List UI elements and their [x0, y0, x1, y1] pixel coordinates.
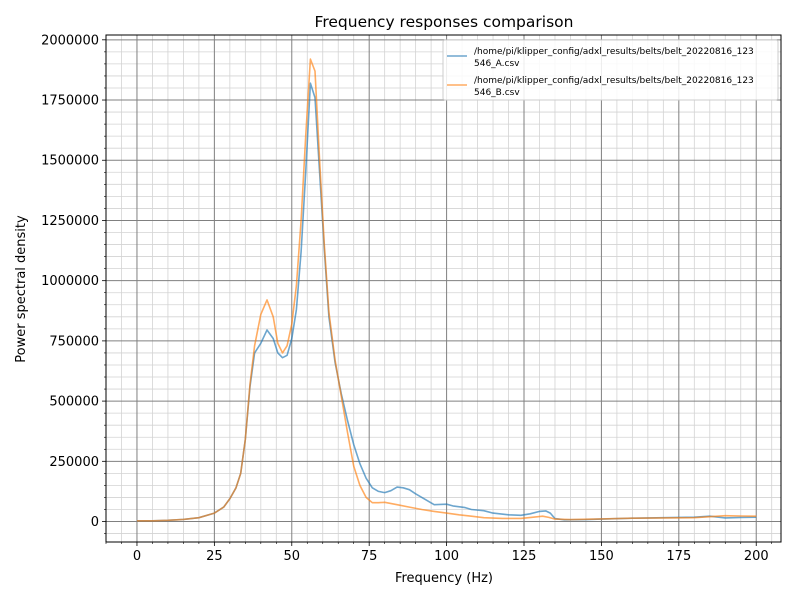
x-tick-label: 125 [512, 549, 537, 564]
y-tick-label: 2000000 [41, 33, 99, 48]
x-axis-label: Frequency (Hz) [395, 571, 493, 586]
x-tick-label: 150 [589, 549, 614, 564]
x-tick-label: 75 [361, 549, 378, 564]
grid-lines [105, 35, 781, 542]
legend-label: /home/pi/klipper_config/adxl_results/bel… [474, 47, 754, 57]
x-tick-label: 100 [434, 549, 459, 564]
y-tick-label: 1250000 [41, 214, 99, 229]
x-tick-label: 50 [284, 549, 301, 564]
legend: /home/pi/klipper_config/adxl_results/bel… [442, 39, 779, 101]
series-lines [137, 58, 757, 522]
legend-box [442, 39, 779, 101]
legend-label: /home/pi/klipper_config/adxl_results/bel… [474, 76, 754, 86]
plot-frame [105, 34, 782, 543]
y-axis-label: Power spectral density [14, 215, 29, 363]
y-tick-label: 500000 [49, 395, 99, 410]
y-tick-label: 0 [91, 515, 99, 530]
series-line-b [137, 58, 757, 522]
axis-ticks: 0 25 50 75 100 125 150 175 200 0 250000 500000 75000… [41, 33, 773, 564]
y-tick-label: 1000000 [41, 274, 99, 289]
x-tick-label: 200 [744, 549, 769, 564]
y-tick-label: 1500000 [41, 154, 99, 169]
x-tick-label: 0 [133, 549, 141, 564]
y-tick-label: 1750000 [41, 94, 99, 109]
y-tick-label: 750000 [49, 334, 99, 349]
x-tick-label: 25 [206, 549, 223, 564]
y-tick-label: 250000 [49, 455, 99, 470]
legend-label: 546_B.csv [474, 88, 520, 98]
legend-label: 546_A.csv [474, 59, 520, 69]
chart-title: Frequency responses comparison [315, 13, 574, 31]
x-tick-label: 175 [666, 549, 691, 564]
